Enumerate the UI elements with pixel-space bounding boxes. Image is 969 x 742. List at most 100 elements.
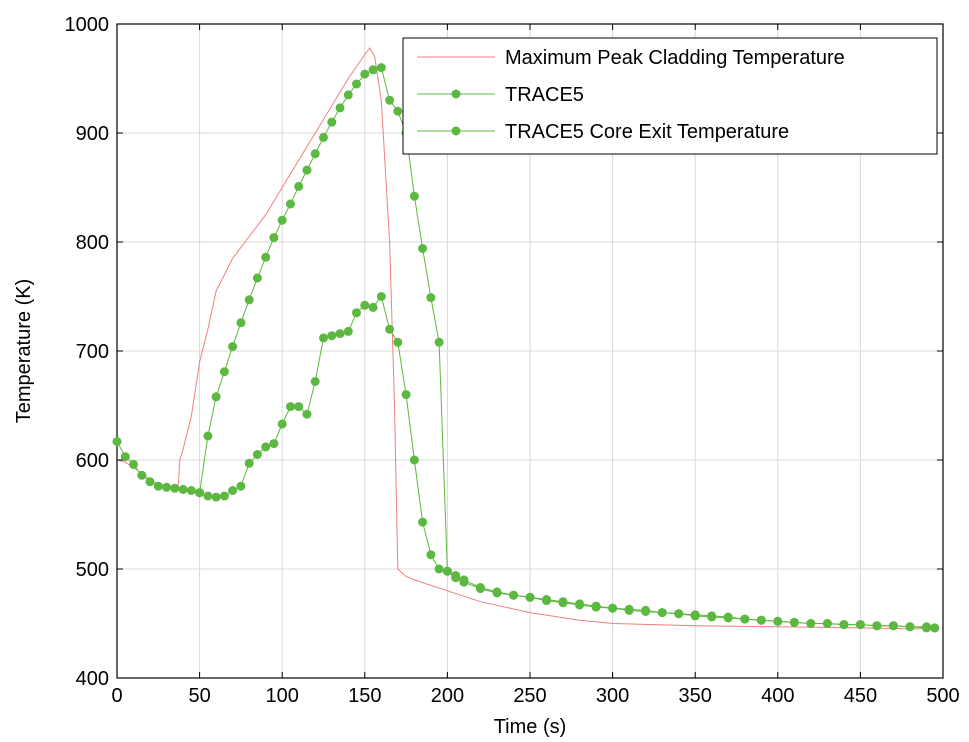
data-point-trace5 bbox=[244, 295, 254, 305]
data-point-trace5 bbox=[327, 117, 337, 127]
data-point-trace5-core-exit-temperature bbox=[269, 439, 279, 449]
y-tick-label: 500 bbox=[76, 559, 109, 581]
data-point-trace5-core-exit-temperature bbox=[294, 402, 304, 412]
legend-label-mpct: Maximum Peak Cladding Temperature bbox=[505, 47, 845, 69]
data-point-trace5 bbox=[376, 63, 386, 73]
data-point-trace5-core-exit-temperature bbox=[773, 616, 783, 626]
data-point-trace5-core-exit-temperature bbox=[806, 619, 816, 628]
series-trace5-core-exit-temperature bbox=[112, 292, 940, 633]
data-point-trace5-core-exit-temperature bbox=[368, 302, 378, 312]
y-tick-label: 700 bbox=[76, 341, 109, 363]
data-point-trace5-core-exit-temperature bbox=[434, 564, 444, 574]
data-point-trace5 bbox=[269, 233, 279, 243]
legend: Maximum Peak Cladding Temperature TRACE5… bbox=[402, 37, 938, 155]
data-point-trace5-core-exit-temperature bbox=[170, 483, 180, 493]
data-point-trace5-core-exit-temperature bbox=[674, 609, 684, 619]
data-point-trace5-core-exit-temperature bbox=[120, 452, 130, 462]
data-point-trace5-core-exit-temperature bbox=[352, 308, 361, 318]
y-tick-label: 600 bbox=[76, 450, 109, 472]
x-tick-label: 250 bbox=[513, 685, 546, 707]
data-point-trace5-core-exit-temperature bbox=[376, 292, 386, 301]
x-tick-label: 300 bbox=[596, 685, 629, 707]
data-point-trace5-core-exit-temperature bbox=[459, 577, 469, 587]
data-point-trace5 bbox=[385, 95, 395, 105]
x-tick-label: 500 bbox=[926, 685, 959, 707]
x-tick-label: 350 bbox=[679, 685, 712, 707]
data-point-trace5-core-exit-temperature bbox=[310, 377, 320, 386]
data-point-trace5 bbox=[352, 79, 361, 89]
data-point-trace5-core-exit-temperature bbox=[509, 590, 518, 600]
data-point-trace5-core-exit-temperature bbox=[591, 601, 601, 611]
data-point-trace5 bbox=[252, 273, 262, 283]
data-point-trace5 bbox=[426, 293, 436, 303]
data-point-trace5-core-exit-temperature bbox=[261, 442, 271, 452]
data-point-trace5-core-exit-temperature bbox=[922, 622, 931, 632]
data-point-trace5-core-exit-temperature bbox=[385, 324, 395, 334]
data-point-trace5-core-exit-temperature bbox=[195, 488, 205, 498]
data-point-trace5 bbox=[286, 199, 295, 209]
data-point-trace5-core-exit-temperature bbox=[822, 619, 832, 628]
data-point-trace5-core-exit-temperature bbox=[129, 459, 138, 469]
legend-label-trace5: TRACE5 bbox=[505, 84, 584, 106]
data-point-trace5-core-exit-temperature bbox=[542, 595, 551, 604]
data-point-trace5-core-exit-temperature bbox=[525, 592, 535, 602]
data-point-trace5-core-exit-temperature bbox=[409, 455, 419, 465]
data-point-trace5-core-exit-temperature bbox=[855, 620, 865, 630]
data-point-trace5-core-exit-temperature bbox=[277, 419, 287, 429]
x-tick-label: 150 bbox=[348, 685, 381, 707]
data-point-trace5-core-exit-temperature bbox=[178, 484, 188, 494]
x-axis-label: Time (s) bbox=[494, 716, 567, 738]
data-point-trace5-core-exit-temperature bbox=[343, 326, 353, 336]
data-point-trace5-core-exit-temperature bbox=[690, 610, 700, 620]
x-tick-label: 200 bbox=[431, 685, 464, 707]
data-point-trace5-core-exit-temperature bbox=[575, 599, 585, 609]
data-point-trace5-core-exit-temperature bbox=[426, 550, 436, 560]
data-point-trace5-core-exit-temperature bbox=[219, 491, 229, 501]
data-point-trace5-core-exit-temperature bbox=[442, 566, 452, 576]
legend-marker-core-exit bbox=[451, 126, 461, 136]
x-tick-label: 450 bbox=[844, 685, 877, 707]
data-point-trace5 bbox=[277, 215, 287, 225]
data-point-trace5-core-exit-temperature bbox=[756, 615, 766, 625]
data-point-trace5-core-exit-temperature bbox=[707, 611, 717, 621]
data-point-trace5-core-exit-temperature bbox=[888, 621, 898, 631]
data-point-trace5-core-exit-temperature bbox=[558, 597, 568, 607]
data-point-trace5-core-exit-temperature bbox=[162, 482, 172, 492]
data-point-trace5-core-exit-temperature bbox=[475, 584, 485, 594]
axes: 0 50 100 150 200 250 300 350 400 450 500 400 500 600 7… bbox=[65, 14, 960, 707]
x-tick-label: 0 bbox=[111, 685, 122, 707]
y-tick-label: 400 bbox=[76, 668, 109, 690]
data-point-trace5-core-exit-temperature bbox=[286, 402, 295, 412]
data-point-trace5-core-exit-temperature bbox=[641, 605, 651, 615]
x-tick-label: 100 bbox=[266, 685, 299, 707]
data-point-trace5 bbox=[335, 103, 345, 113]
data-point-trace5 bbox=[261, 252, 271, 262]
data-point-trace5 bbox=[203, 431, 213, 441]
data-point-trace5-core-exit-temperature bbox=[203, 491, 213, 501]
data-point-trace5 bbox=[418, 244, 428, 253]
data-point-trace5 bbox=[294, 181, 304, 191]
data-point-trace5-core-exit-temperature bbox=[608, 603, 618, 613]
y-tick-label: 800 bbox=[76, 232, 109, 254]
data-point-trace5-core-exit-temperature bbox=[186, 486, 196, 495]
data-point-trace5 bbox=[368, 65, 378, 75]
data-point-trace5 bbox=[219, 367, 229, 377]
data-point-trace5-core-exit-temperature bbox=[905, 622, 915, 632]
data-point-trace5-core-exit-temperature bbox=[451, 573, 461, 583]
y-tick-label: 1000 bbox=[65, 14, 110, 36]
data-point-trace5-core-exit-temperature bbox=[723, 612, 733, 622]
data-point-trace5 bbox=[343, 90, 353, 100]
data-point-trace5-core-exit-temperature bbox=[401, 390, 411, 400]
data-point-trace5-core-exit-temperature bbox=[335, 329, 345, 339]
data-point-trace5-core-exit-temperature bbox=[418, 517, 428, 527]
data-point-trace5-core-exit-temperature bbox=[657, 608, 667, 618]
data-point-trace5-core-exit-temperature bbox=[393, 337, 403, 347]
data-point-trace5-core-exit-temperature bbox=[839, 620, 849, 630]
data-point-trace5-core-exit-temperature bbox=[624, 604, 634, 614]
data-point-trace5-core-exit-temperature bbox=[872, 621, 882, 631]
data-point-trace5-core-exit-temperature bbox=[153, 481, 163, 491]
data-point-trace5-core-exit-temperature bbox=[302, 409, 312, 419]
data-point-trace5-core-exit-temperature bbox=[252, 450, 262, 459]
data-point-trace5-core-exit-temperature bbox=[112, 437, 122, 446]
